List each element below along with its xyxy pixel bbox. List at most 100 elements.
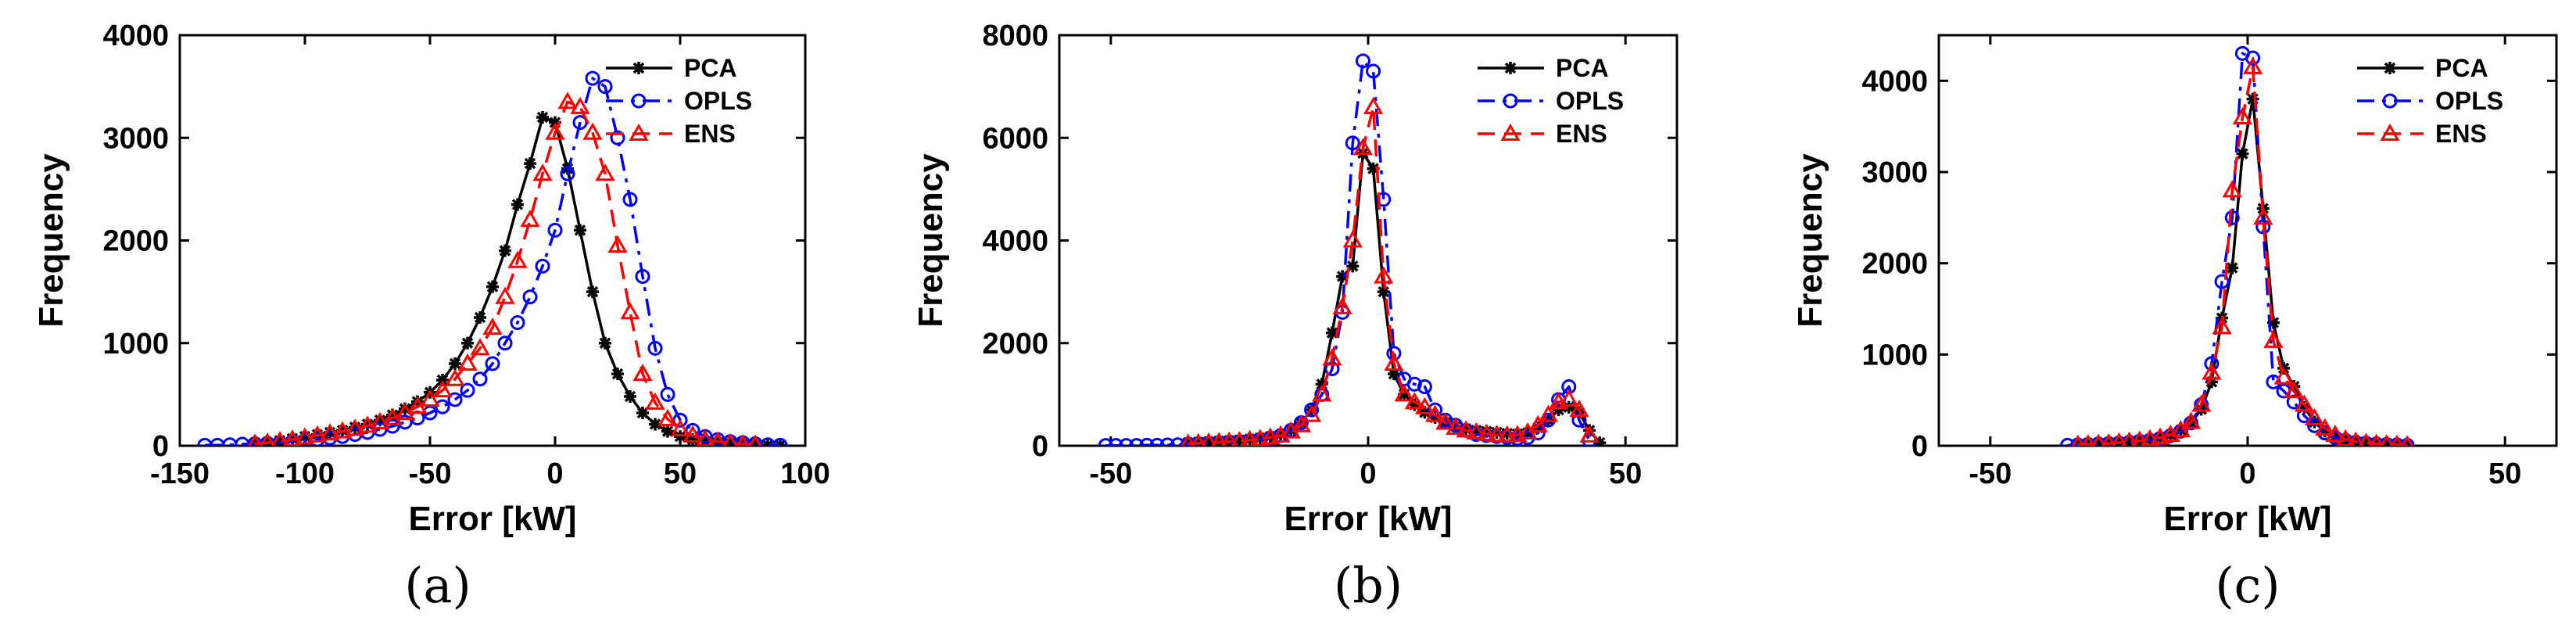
data-point <box>1424 404 1446 422</box>
data-point <box>1497 425 1517 443</box>
data-point <box>460 382 475 398</box>
data-point <box>447 392 463 407</box>
data-point <box>1583 424 1596 437</box>
y-tick-label: 4000 <box>102 20 169 52</box>
data-point <box>1305 404 1318 417</box>
panel-label: (c) <box>2215 557 2280 614</box>
data-point <box>2266 316 2280 329</box>
data-point <box>1377 285 1390 299</box>
data-point <box>524 157 536 170</box>
data-point <box>1384 353 1404 371</box>
y-tick-label: 4000 <box>1861 65 1928 98</box>
legend-label-opls: OPLS <box>1556 87 1624 115</box>
data-point <box>1231 431 1249 446</box>
data-point <box>2224 210 2240 225</box>
data-point <box>2380 123 2400 141</box>
series-line-opls <box>205 77 781 446</box>
data-point <box>1398 388 1411 401</box>
data-point <box>1201 432 1216 446</box>
data-point <box>382 407 403 425</box>
series-opls <box>2060 45 2415 446</box>
data-point <box>2232 106 2253 124</box>
data-point <box>2214 274 2230 289</box>
data-point <box>1220 431 1238 446</box>
data-point <box>2288 380 2301 393</box>
data-point <box>1552 404 1565 417</box>
data-point <box>1456 420 1476 438</box>
data-point <box>1332 296 1352 314</box>
data-point <box>2401 435 2413 446</box>
data-point <box>1211 432 1227 446</box>
data-point <box>2390 434 2404 446</box>
data-point <box>582 122 603 140</box>
y-axis-label: Frequency <box>1791 153 1829 328</box>
x-tick-label: 100 <box>780 457 829 490</box>
data-point <box>772 437 788 446</box>
data-point <box>1486 425 1507 443</box>
data-point <box>449 357 461 370</box>
data-point <box>748 434 762 446</box>
x-tick-label: 0 <box>1360 457 1376 490</box>
series-ens <box>1181 96 1600 446</box>
data-point <box>624 390 636 403</box>
data-point <box>307 425 328 443</box>
data-point <box>1428 411 1442 424</box>
y-tick-label: 1000 <box>1861 339 1928 371</box>
data-point <box>1480 425 1493 438</box>
data-point <box>1408 398 1421 411</box>
data-point <box>2284 380 2304 398</box>
y-tick-label: 3000 <box>102 122 169 155</box>
legend: PCA OPLS ENS <box>2357 54 2503 148</box>
series-line-ens <box>254 100 756 446</box>
data-point <box>2111 432 2127 446</box>
data-point <box>574 224 586 237</box>
data-point <box>1367 162 1380 175</box>
series-pca <box>249 111 786 446</box>
data-point <box>736 434 750 446</box>
data-point <box>386 408 399 422</box>
data-point <box>420 389 440 407</box>
legend: PCA OPLS ENS <box>606 54 752 148</box>
data-point <box>2092 437 2105 446</box>
data-point <box>1191 432 1206 446</box>
legend-label-opls: OPLS <box>2435 87 2503 115</box>
x-tick-label: -50 <box>1969 457 2012 490</box>
y-tick-label: 2000 <box>102 225 169 258</box>
x-axis-label: Error [kW] <box>408 500 576 538</box>
data-point <box>345 418 365 436</box>
legend-label-ens: ENS <box>2435 120 2487 148</box>
data-point <box>1571 412 1587 428</box>
data-point <box>2294 394 2315 412</box>
data-point <box>1301 404 1322 422</box>
data-point <box>1315 378 1328 391</box>
data-point <box>649 418 661 431</box>
data-point <box>1304 402 1320 418</box>
data-point <box>683 425 703 443</box>
data-point <box>1417 379 1432 395</box>
data-point <box>485 356 500 371</box>
data-point <box>532 163 553 181</box>
data-point <box>445 368 465 386</box>
data-point <box>570 96 590 114</box>
data-point <box>645 392 665 410</box>
data-point <box>470 338 490 356</box>
data-point <box>1528 414 1548 432</box>
panel-label: (a) <box>404 557 471 614</box>
data-point <box>1119 438 1134 446</box>
data-point <box>1355 53 1370 69</box>
data-point <box>1490 425 1503 439</box>
data-point <box>749 438 761 446</box>
data-point <box>474 310 486 324</box>
data-point <box>2091 433 2105 446</box>
data-point <box>647 340 663 356</box>
data-point <box>1233 433 1246 446</box>
data-point <box>248 433 262 446</box>
data-point <box>374 414 386 427</box>
data-point <box>260 432 275 446</box>
y-tick-label: 6000 <box>982 122 1048 155</box>
data-point <box>1500 427 1514 440</box>
series-line-pca <box>1188 152 1601 444</box>
data-point <box>547 222 563 238</box>
data-point <box>2236 147 2249 160</box>
